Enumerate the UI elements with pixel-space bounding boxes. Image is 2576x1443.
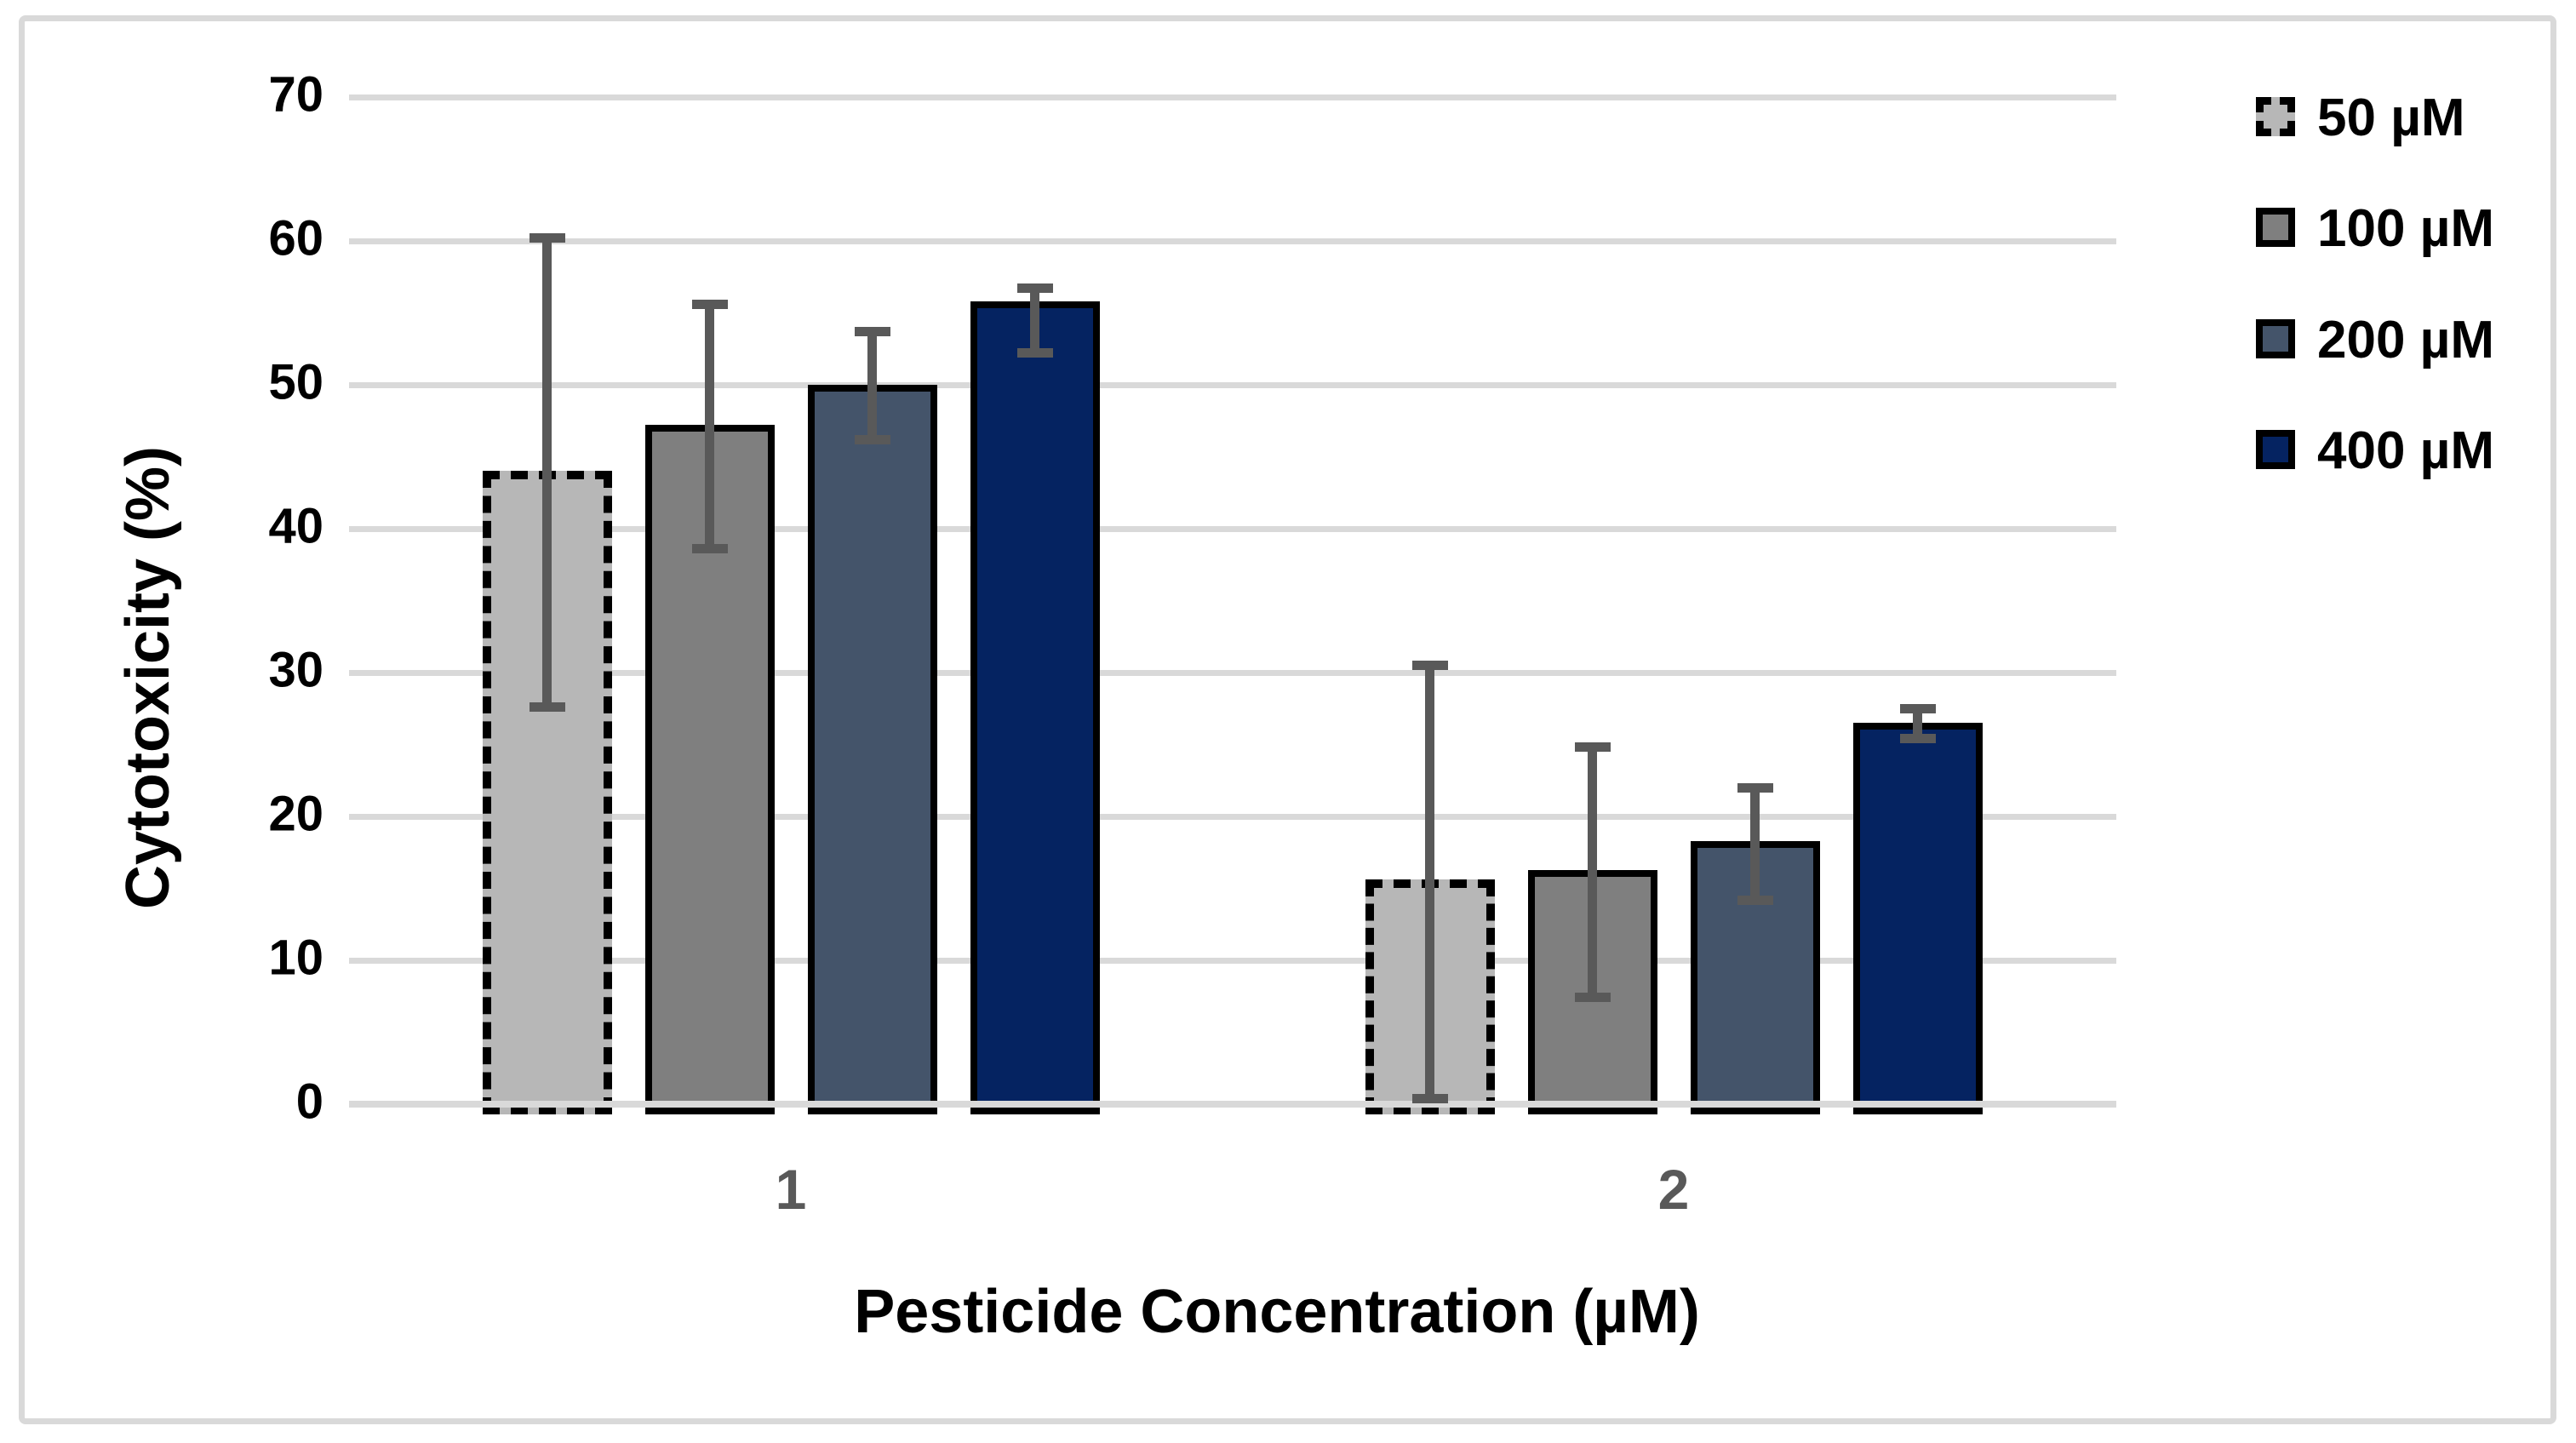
error-bar-200µM-group2-cap-top	[1737, 782, 1773, 793]
y-tick-label-40: 40	[268, 498, 323, 554]
error-bar-50µM-group2-line	[1425, 665, 1434, 1099]
legend-swatch-400µM	[2256, 429, 2295, 469]
chart-outer-border	[19, 15, 2556, 1424]
error-bar-200µM-group1-line	[867, 331, 877, 440]
y-tick-label-10: 10	[268, 930, 323, 986]
error-bar-50µM-group2-cap-top	[1411, 661, 1448, 671]
error-bar-200µM-group1-cap-bottom	[854, 434, 890, 444]
gridline-y-30	[349, 669, 2116, 676]
error-bar-100µM-group2-cap-bottom	[1574, 993, 1611, 1003]
bar-400µM-group1	[970, 301, 1100, 1114]
error-bar-400µM-group1-cap-bottom	[1016, 348, 1053, 358]
y-tick-label-60: 60	[268, 210, 323, 266]
gridline-y-20	[349, 813, 2116, 820]
gridline-y-70	[349, 94, 2116, 100]
x-category-label-2: 2	[1657, 1158, 1690, 1221]
bar-200µM-group1	[807, 385, 937, 1114]
error-bar-100µM-group2-cap-top	[1574, 742, 1611, 753]
error-bar-200µM-group2-cap-bottom	[1737, 895, 1773, 905]
y-tick-label-70: 70	[268, 66, 323, 123]
bar-400µM-group2	[1852, 723, 1983, 1114]
error-bar-200µM-group2-line	[1750, 787, 1760, 900]
error-bar-400µM-group1-line	[1030, 288, 1039, 353]
error-bar-400µM-group2-cap-top	[1899, 703, 1936, 713]
y-tick-label-50: 50	[268, 354, 323, 410]
error-bar-400µM-group2-cap-bottom	[1899, 734, 1936, 744]
x-category-label-1: 1	[775, 1158, 807, 1221]
error-bar-100µM-group2-line	[1588, 747, 1597, 998]
error-bar-400µM-group1-cap-top	[1016, 283, 1053, 294]
legend-swatch-200µM	[2256, 318, 2295, 358]
error-bar-50µM-group2-cap-bottom	[1411, 1093, 1448, 1103]
gridline-y-50	[349, 381, 2116, 388]
y-tick-label-20: 20	[268, 786, 323, 842]
error-bar-100µM-group1-cap-top	[691, 299, 728, 309]
legend-label-100µM: 100 µM	[2317, 199, 2495, 259]
y-tick-label-0: 0	[295, 1074, 323, 1130]
error-bar-50µM-group1-cap-bottom	[529, 702, 565, 713]
y-tick-label-30: 30	[268, 642, 323, 698]
gridline-y-10	[349, 957, 2116, 964]
gridline-y-40	[349, 525, 2116, 532]
x-axis-line	[349, 1101, 2116, 1108]
legend-label-400µM: 400 µM	[2317, 421, 2495, 480]
x-axis-title: Pesticide Concentration (µM)	[854, 1278, 1700, 1346]
gridline-y-60	[349, 238, 2116, 244]
error-bar-400µM-group2-line	[1913, 708, 1922, 739]
error-bar-50µM-group1-line	[542, 238, 552, 707]
legend-swatch-100µM	[2256, 208, 2295, 248]
error-bar-200µM-group1-cap-top	[854, 326, 890, 336]
legend-label-200µM: 200 µM	[2317, 310, 2495, 369]
legend-label-50µM: 50 µM	[2317, 89, 2465, 147]
error-bar-100µM-group1-cap-bottom	[691, 544, 728, 554]
error-bar-50µM-group1-cap-top	[529, 233, 565, 243]
error-bar-100µM-group1-line	[705, 304, 714, 549]
legend-swatch-50µM	[2256, 97, 2295, 136]
